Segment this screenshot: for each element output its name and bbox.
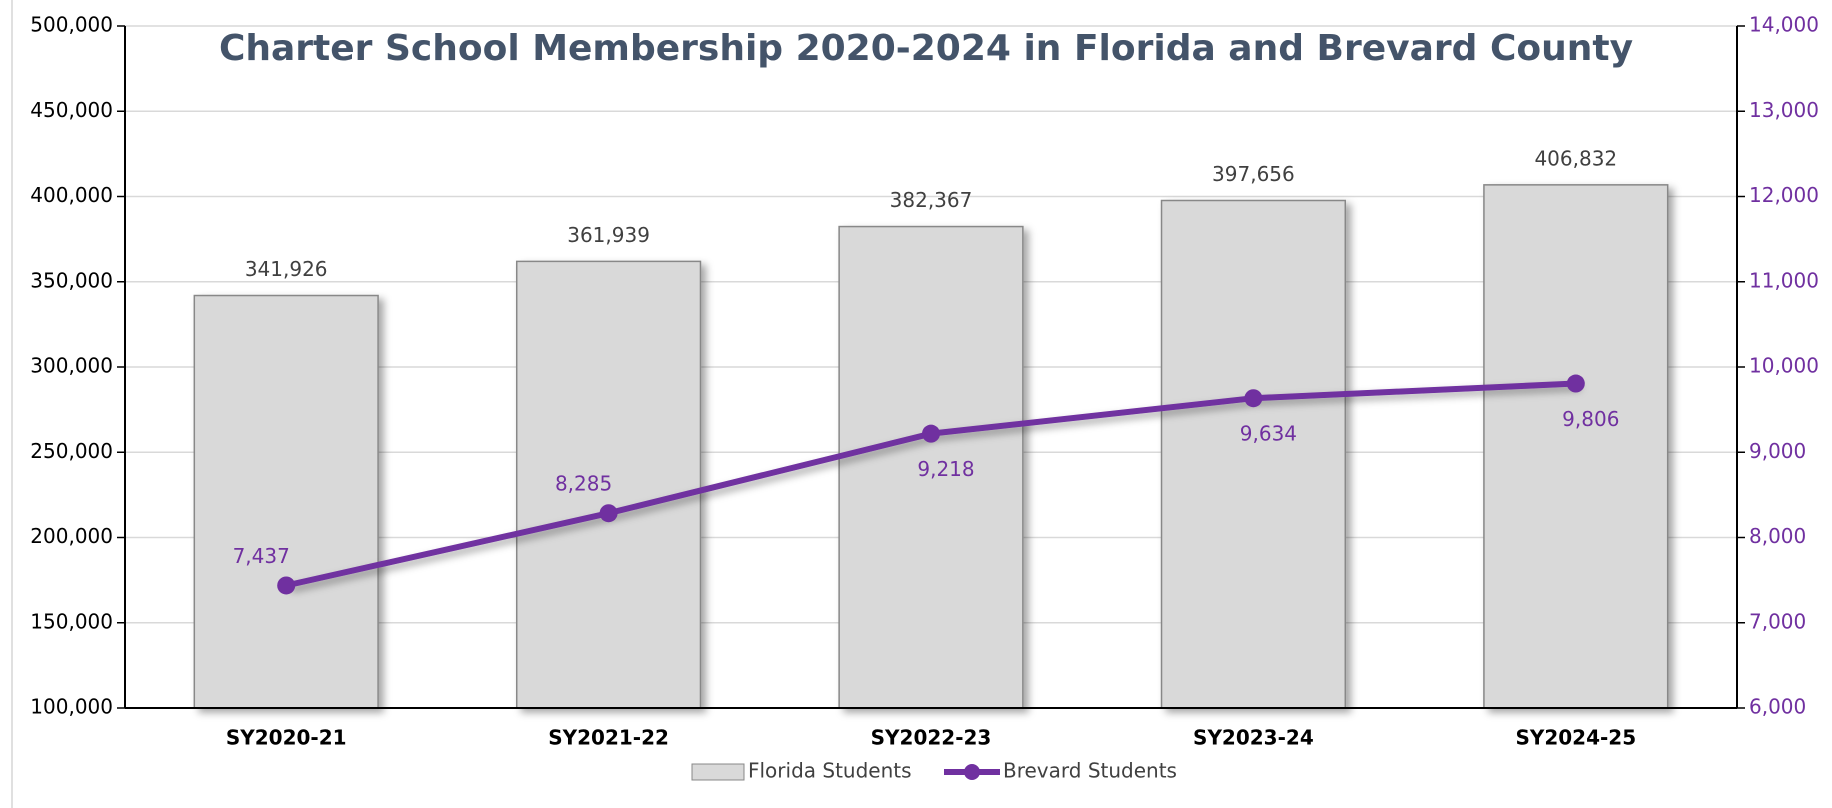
- line-label: 9,634: [1240, 422, 1297, 446]
- y-tick-label: 250,000: [30, 439, 113, 463]
- y-tick-label: 100,000: [30, 695, 113, 719]
- y2-tick-label: 13,000: [1749, 98, 1819, 122]
- y-tick-label: 150,000: [30, 609, 113, 633]
- bar-label: 341,926: [245, 257, 328, 281]
- y-tick-label: 350,000: [30, 268, 113, 292]
- legend-swatch: [691, 763, 745, 781]
- line-marker: [1244, 389, 1263, 408]
- line-marker: [1566, 374, 1585, 393]
- bar: [1160, 199, 1347, 709]
- bar: [193, 294, 379, 709]
- bar: [1483, 184, 1669, 709]
- y2-tick-label: 10,000: [1749, 354, 1819, 378]
- bar: [838, 225, 1024, 709]
- x-tick-label: SY2023-24: [1193, 726, 1314, 750]
- bar-label: 397,656: [1212, 162, 1295, 186]
- legend-label: Florida Students: [748, 759, 912, 783]
- line-label: 9,806: [1562, 407, 1619, 431]
- bar-label: 406,832: [1534, 146, 1617, 170]
- line-marker: [922, 424, 940, 443]
- y-tick-label: 300,000: [30, 354, 113, 378]
- chart-title: Charter School Membership 2020-2024 in F…: [219, 28, 1633, 69]
- y-tick-label: 450,000: [30, 98, 113, 122]
- line-marker: [277, 576, 296, 595]
- y2-tick-label: 14,000: [1749, 13, 1819, 37]
- y-tick-label: 400,000: [30, 183, 113, 207]
- bar-label: 361,939: [567, 223, 650, 247]
- bar-label: 382,367: [890, 188, 973, 212]
- y-tick-label: 500,000: [30, 13, 113, 37]
- y-tick-label: 200,000: [30, 524, 113, 548]
- x-tick-label: SY2024-25: [1515, 726, 1636, 750]
- bar: [515, 260, 702, 709]
- y2-tick-label: 12,000: [1749, 183, 1819, 207]
- x-tick-label: SY2020-21: [226, 726, 347, 750]
- line-label: 9,218: [917, 457, 974, 481]
- y2-tick-label: 11,000: [1749, 268, 1819, 292]
- y2-tick-label: 9,000: [1749, 439, 1806, 463]
- x-tick-label: SY2022-23: [871, 726, 992, 750]
- line-label: 8,285: [555, 472, 612, 496]
- line-label: 7,437: [233, 544, 290, 568]
- y2-tick-label: 6,000: [1749, 695, 1806, 719]
- legend-swatch: [964, 764, 980, 780]
- legend-label: Brevard Students: [1003, 759, 1177, 783]
- line-marker: [599, 504, 618, 523]
- y2-tick-label: 8,000: [1749, 524, 1806, 548]
- x-tick-label: SY2021-22: [548, 726, 669, 750]
- y2-tick-label: 7,000: [1749, 609, 1806, 633]
